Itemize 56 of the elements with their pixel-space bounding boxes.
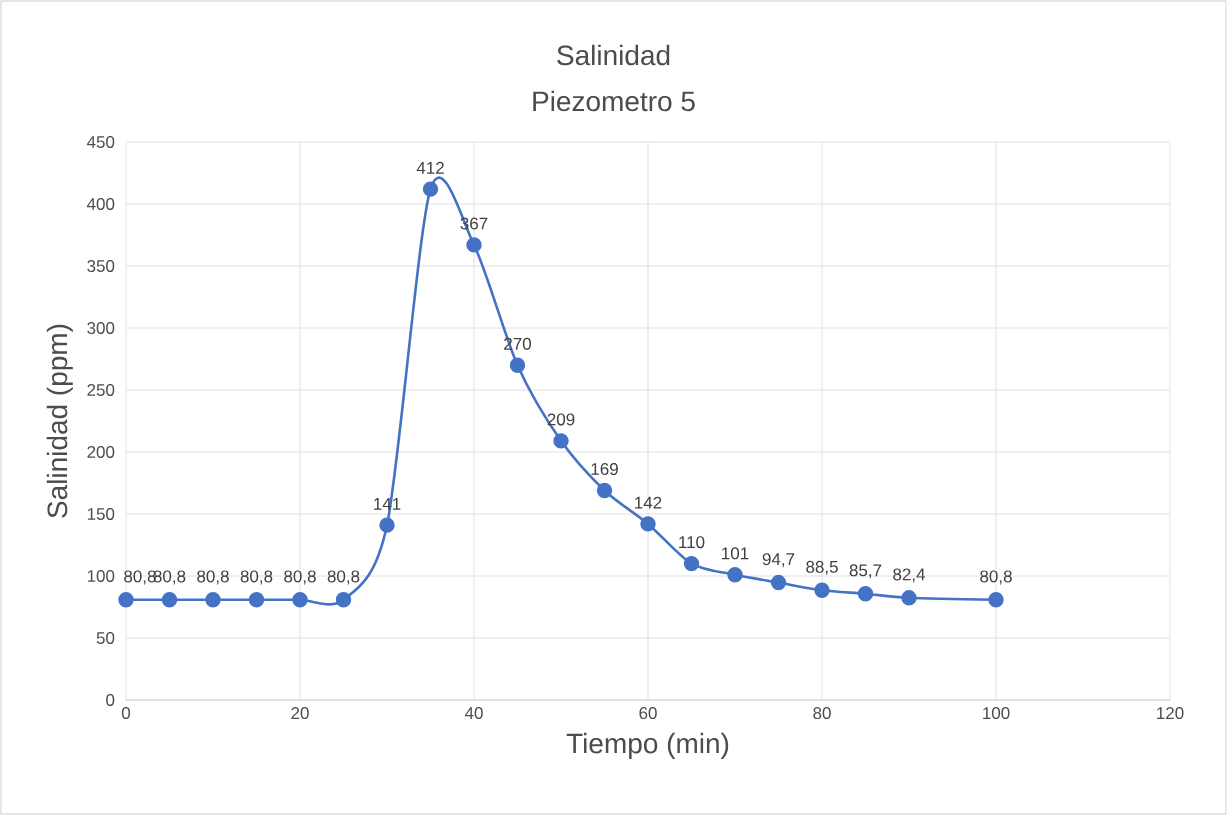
data-label: 80,8: [284, 570, 316, 585]
x-tick-label: 60: [639, 707, 657, 720]
point: [596, 482, 613, 499]
y-tick-label: 300: [87, 321, 115, 335]
y-tick-label: 450: [86, 135, 115, 149]
y-tick-label: 200: [87, 446, 115, 459]
point: [248, 592, 265, 608]
data-label: 142: [635, 496, 662, 509]
data-label: 101: [722, 547, 749, 560]
data-label: 94,7: [762, 553, 795, 568]
data-label: 80,8: [327, 570, 360, 585]
data-label: 110: [679, 536, 705, 549]
point: [205, 592, 221, 608]
x-tick-label: 40: [464, 707, 483, 720]
point: [814, 582, 830, 598]
data-label: 82,4: [893, 568, 926, 583]
point: [727, 567, 743, 583]
y-tick-label: 50: [96, 631, 115, 645]
data-label: 80,8: [197, 570, 229, 585]
y-tick-label: 0: [106, 693, 115, 707]
x-tick-label: 20: [291, 707, 309, 720]
point: [118, 592, 134, 608]
data-label: 85,7: [849, 564, 882, 579]
point: [901, 590, 917, 606]
chart-title: Salinidad: [557, 44, 670, 66]
point: [422, 181, 439, 197]
y-tick-label: 100: [87, 569, 115, 583]
data-label: 88,5: [806, 560, 838, 575]
data-label: 169: [591, 463, 618, 476]
point: [466, 237, 482, 253]
y-tick-label: 150: [87, 507, 115, 521]
x-tick-label: 100: [983, 707, 1010, 720]
point: [857, 586, 874, 602]
point: [161, 592, 178, 608]
data-label: 80,8: [980, 570, 1012, 585]
point: [553, 433, 569, 449]
y-tick-label: 400: [86, 197, 115, 211]
data-label: 412: [416, 161, 444, 174]
x-axis-title: Tiempo (min): [566, 732, 729, 759]
y-axis-title: Salinidad (ppm): [46, 324, 73, 518]
x-tick-label: 120: [1157, 707, 1184, 720]
y-tick-label: 350: [87, 260, 115, 273]
point: [379, 517, 395, 533]
point: [335, 592, 352, 608]
point: [988, 592, 1004, 608]
point: [292, 592, 308, 608]
point: [509, 357, 526, 373]
y-tick-label: 250: [87, 383, 115, 397]
chart-subtitle: Piezometro 5: [533, 90, 695, 112]
data-label: 209: [547, 413, 575, 426]
x-tick-label: 0: [121, 707, 131, 720]
point: [770, 574, 787, 591]
data-label: 80,8: [240, 570, 273, 585]
point: [683, 555, 700, 572]
point: [640, 516, 656, 532]
x-tick-label: 80: [813, 707, 831, 720]
